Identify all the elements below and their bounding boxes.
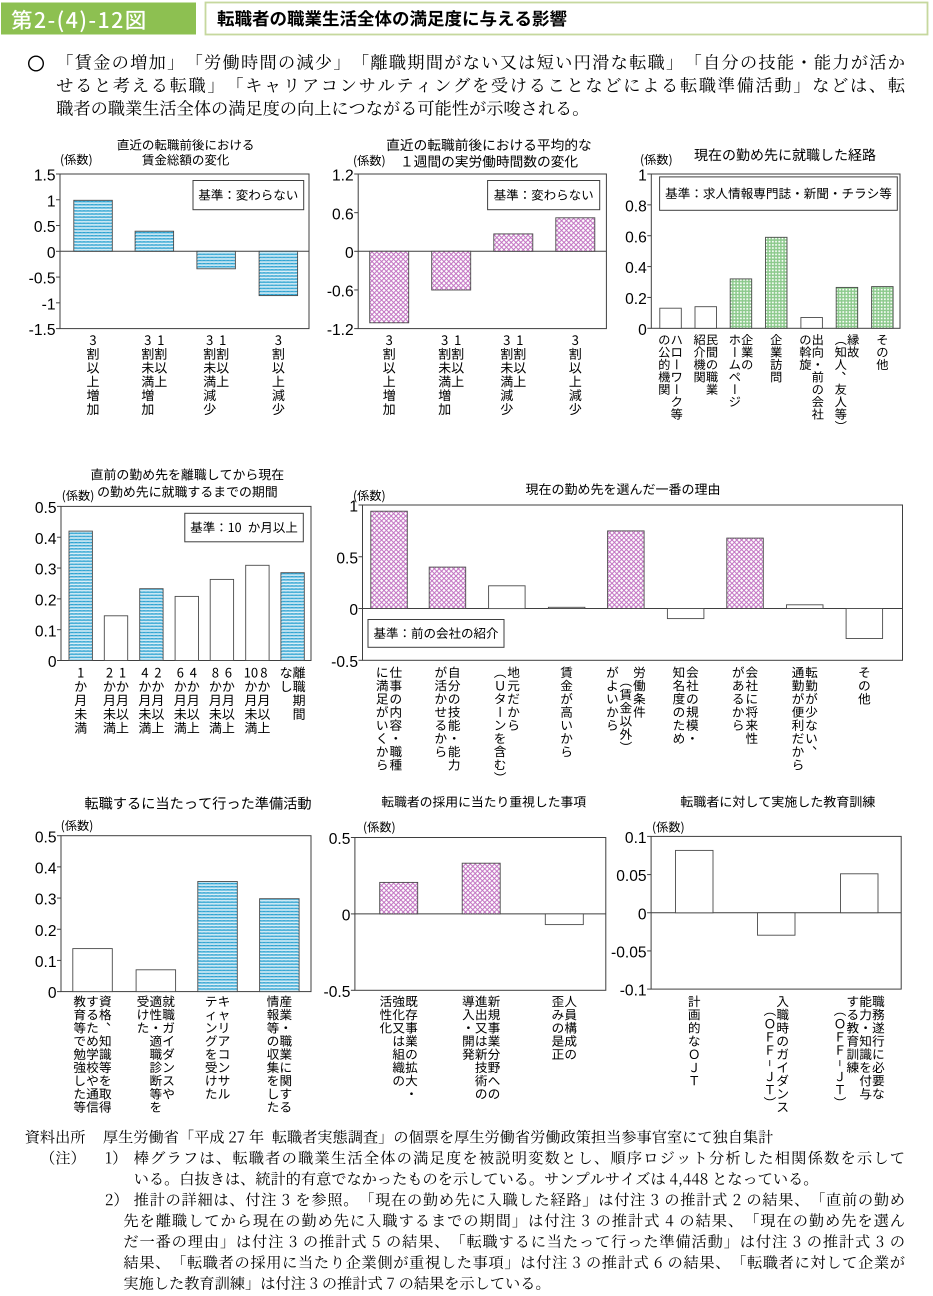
svg-text:0.8: 0.8	[625, 198, 647, 215]
svg-text:0.2: 0.2	[35, 923, 57, 940]
svg-text:-0.05: -0.05	[611, 945, 647, 962]
svg-text:1.5: 1.5	[34, 168, 56, 185]
svg-text:0.05: 0.05	[616, 868, 647, 885]
svg-text:-1.2: -1.2	[327, 322, 354, 339]
svg-text:0: 0	[47, 245, 56, 262]
svg-text:-0.5: -0.5	[324, 984, 351, 1001]
svg-text:1.2: 1.2	[332, 168, 354, 185]
svg-text:0.4: 0.4	[35, 860, 57, 877]
svg-text:0.6: 0.6	[625, 229, 647, 246]
svg-text:0: 0	[638, 322, 647, 339]
svg-text:-0.6: -0.6	[327, 284, 354, 301]
svg-text:0.3: 0.3	[35, 892, 57, 909]
svg-text:-1.5: -1.5	[29, 322, 56, 339]
svg-text:0.5: 0.5	[34, 219, 56, 236]
svg-text:0.5: 0.5	[329, 831, 351, 848]
svg-text:0.1: 0.1	[35, 954, 57, 971]
svg-text:0: 0	[638, 906, 647, 923]
svg-text:0.4: 0.4	[625, 260, 647, 277]
svg-text:-0.5: -0.5	[29, 271, 56, 288]
svg-text:0: 0	[345, 245, 354, 262]
svg-text:0.1: 0.1	[625, 830, 647, 847]
svg-text:0.5: 0.5	[35, 829, 57, 846]
svg-text:0: 0	[48, 985, 57, 1002]
svg-text:0.3: 0.3	[35, 562, 57, 579]
svg-text:0.6: 0.6	[332, 206, 354, 223]
svg-text:1: 1	[638, 168, 647, 185]
svg-text:0.2: 0.2	[35, 592, 57, 609]
svg-text:-1: -1	[42, 296, 56, 313]
svg-text:1: 1	[349, 499, 358, 516]
svg-text:0: 0	[48, 654, 57, 671]
svg-text:0.5: 0.5	[35, 500, 57, 517]
svg-text:-0.1: -0.1	[620, 983, 647, 1000]
svg-text:1: 1	[47, 193, 56, 210]
svg-text:0: 0	[349, 602, 358, 619]
svg-text:0.4: 0.4	[35, 531, 57, 548]
svg-text:0.5: 0.5	[336, 550, 358, 567]
svg-text:0.1: 0.1	[35, 623, 57, 640]
svg-text:-0.5: -0.5	[331, 654, 358, 671]
svg-text:0: 0	[342, 908, 351, 925]
svg-text:0.2: 0.2	[625, 291, 647, 308]
